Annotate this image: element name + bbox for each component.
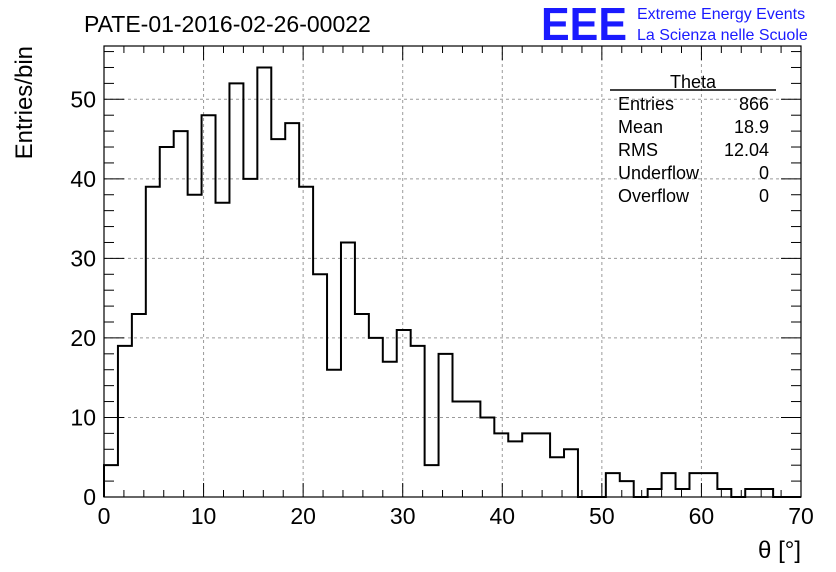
y-tick-label: 40	[70, 166, 96, 192]
logo-mark: EEE	[541, 0, 627, 50]
x-tick-label: 30	[390, 503, 416, 529]
x-tick-label: 40	[489, 503, 515, 529]
chart-title: PATE-01-2016-02-26-00022	[84, 11, 371, 37]
stats-label: Underflow	[618, 163, 700, 183]
y-tick-label: 10	[70, 404, 96, 430]
axis-ticks	[103, 46, 802, 498]
stats-label: Mean	[618, 117, 663, 137]
x-tick-label: 0	[98, 503, 111, 529]
eee-logo: EEE Extreme Energy Events La Scienza nel…	[541, 0, 808, 50]
y-tick-label: 50	[70, 86, 96, 112]
logo-line1: Extreme Energy Events	[637, 6, 805, 23]
x-tick-label: 50	[589, 503, 615, 529]
stats-value: 18.9	[734, 117, 769, 137]
stats-label: RMS	[618, 140, 658, 160]
stats-value: 0	[759, 163, 769, 183]
x-axis-label: θ [°]	[758, 537, 801, 564]
y-tick-label: 30	[70, 245, 96, 271]
logo-line2: La Scienza nelle Scuole	[637, 27, 808, 44]
y-tick-label: 20	[70, 325, 96, 351]
x-tick-label: 10	[191, 503, 217, 529]
y-axis-label: Entries/bin	[11, 46, 38, 159]
plot-frame	[103, 45, 802, 498]
stats-box: Theta Entries 866 Mean 18.9 RMS 12.04 Underflo…	[610, 72, 776, 206]
stats-label: Overflow	[618, 186, 690, 206]
x-tick-label: 70	[788, 503, 814, 529]
y-tick-label: 0	[83, 484, 96, 510]
grid-lines	[104, 46, 801, 497]
histogram-line	[103, 66, 801, 498]
stats-value: 12.04	[724, 140, 769, 160]
x-tick-label: 60	[689, 503, 715, 529]
stats-title: Theta	[670, 72, 717, 92]
x-tick-labels: 0 10 20 30 40 50 60 70	[98, 503, 814, 529]
y-tick-labels: 0 10 20 30 40 50	[70, 86, 96, 510]
stats-value: 0	[759, 186, 769, 206]
stats-value: 866	[739, 94, 769, 114]
x-tick-label: 20	[290, 503, 316, 529]
stats-label: Entries	[618, 94, 674, 114]
